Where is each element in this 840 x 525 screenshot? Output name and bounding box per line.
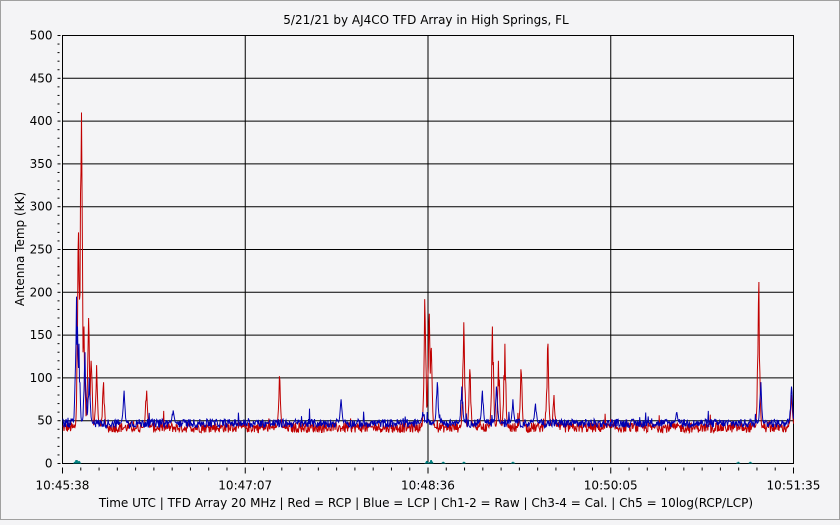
series-line-lcp xyxy=(62,296,794,430)
x-axis-label: Time UTC | TFD Array 20 MHz | Red = RCP … xyxy=(98,496,753,510)
y-tick-label: 100 xyxy=(30,371,53,385)
y-tick-label: 400 xyxy=(30,114,53,128)
x-tick-label: 10:47:07 xyxy=(218,479,272,493)
y-tick-label: 150 xyxy=(30,328,53,342)
series-group xyxy=(62,112,794,464)
x-tick-label: 10:45:38 xyxy=(36,479,90,493)
y-tick-label: 200 xyxy=(30,285,53,299)
x-tick-label: 10:51:35 xyxy=(767,479,821,493)
y-tick-label: 50 xyxy=(37,414,52,428)
y-tick-label: 300 xyxy=(30,200,53,214)
axes: 0 50 100 150 200 250 300 350 400 450 500 10:45:38 10… xyxy=(30,29,821,493)
y-tick-label: 250 xyxy=(30,243,53,257)
y-tick-label: 0 xyxy=(45,457,53,471)
y-tick-label: 450 xyxy=(30,71,53,85)
y-tick-label: 500 xyxy=(30,29,53,43)
x-tick-label: 10:50:05 xyxy=(584,479,638,493)
x-tick-label: 10:48:36 xyxy=(401,479,455,493)
y-tick-label: 350 xyxy=(30,157,53,171)
y-axis-label: Antenna Temp (kK) xyxy=(13,192,27,306)
chart-title: 5/21/21 by AJ4CO TFD Array in High Sprin… xyxy=(283,13,569,27)
